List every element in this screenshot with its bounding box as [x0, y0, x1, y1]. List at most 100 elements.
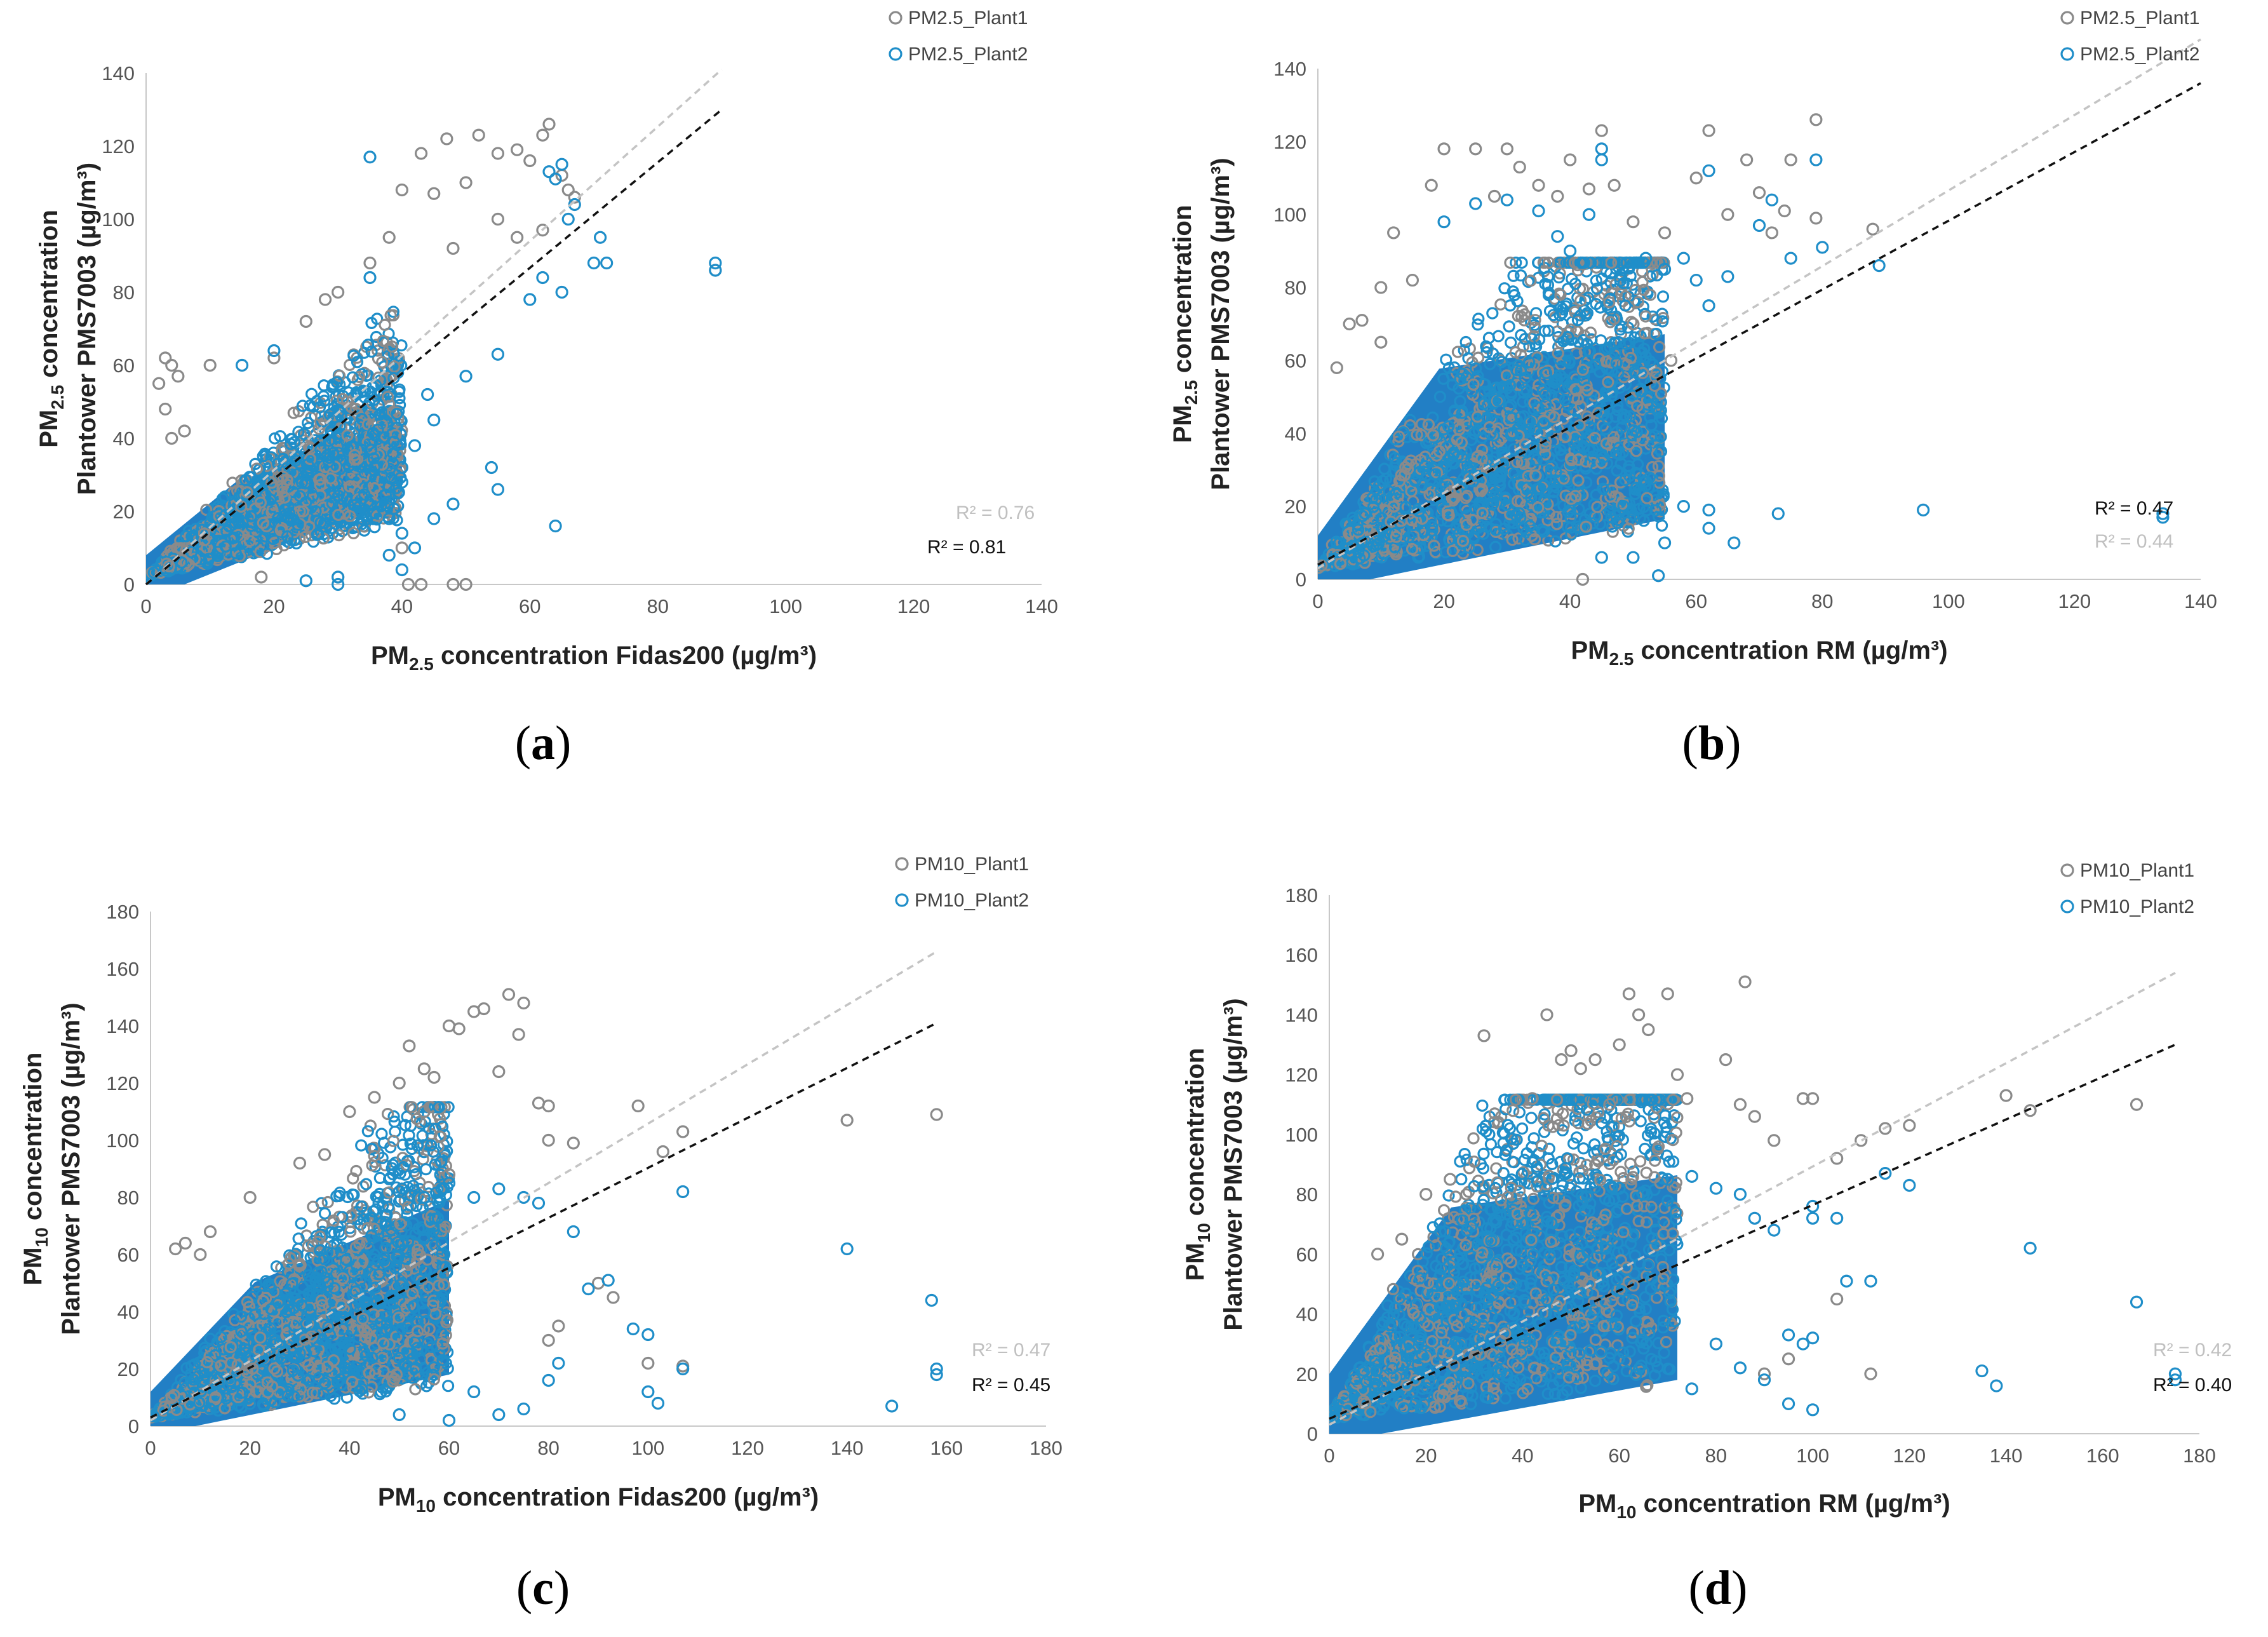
- cloud-point: [198, 527, 211, 540]
- data-point: [1689, 273, 1703, 287]
- data-point: [1677, 500, 1690, 513]
- x-tick-label: 120: [731, 1437, 764, 1459]
- data-point: [1387, 226, 1400, 239]
- cloud-point: [267, 532, 279, 546]
- x-tick-label: 140: [1025, 595, 1058, 617]
- cloud-point: [347, 1172, 359, 1185]
- x-tick-label: 140: [2184, 590, 2217, 612]
- cloud-point: [1581, 307, 1594, 320]
- legend-marker: [2060, 47, 2074, 61]
- y-axis-title-line1: PM2.5 concentration: [35, 210, 67, 448]
- data-point: [395, 563, 408, 577]
- y-tick-label: 60: [113, 354, 135, 377]
- cloud-point: [366, 436, 379, 448]
- data-point: [1564, 153, 1577, 166]
- data-point: [561, 212, 575, 226]
- cloud-point: [1483, 384, 1496, 397]
- cloud-point: [1456, 407, 1468, 419]
- cloud-point: [278, 491, 291, 504]
- cloud-point: [1540, 398, 1552, 411]
- y-tick-label: 160: [106, 958, 139, 980]
- cloud-point: [1654, 445, 1668, 458]
- cloud-point: [1402, 531, 1415, 544]
- cloud-point: [342, 460, 355, 473]
- y-axis-title-line2: Plantower PMS7003 (µg/m³): [73, 163, 101, 495]
- cloud-point: [302, 465, 314, 478]
- cloud-point: [1398, 469, 1411, 482]
- x-tick-label: 60: [438, 1437, 460, 1459]
- cloud-point: [235, 500, 248, 513]
- data-point: [1728, 536, 1741, 549]
- cloud-point: [1564, 511, 1577, 524]
- panel-caption: (b): [1682, 717, 1741, 770]
- cloud-point: [1367, 501, 1380, 513]
- cloud-point: [1447, 447, 1460, 459]
- x-tick-label: 40: [391, 595, 413, 617]
- scatter-cloud: [151, 1101, 455, 1426]
- cloud-point: [359, 1178, 373, 1190]
- cloud-point: [358, 488, 371, 501]
- cloud-point: [1648, 379, 1661, 393]
- data-point: [1627, 215, 1640, 229]
- cloud-point: [260, 548, 273, 560]
- cloud-point: [1565, 492, 1578, 505]
- cloud-point: [1416, 512, 1428, 525]
- cloud-point: [326, 497, 339, 509]
- cloud-point: [1619, 299, 1632, 312]
- cloud-point: [1609, 490, 1621, 503]
- cloud-point: [348, 448, 361, 462]
- data-point: [536, 271, 549, 285]
- data-point: [318, 293, 332, 306]
- cloud-point: [1456, 367, 1469, 380]
- cloud-point: [303, 520, 316, 533]
- cloud-point: [1367, 540, 1379, 553]
- data-point: [427, 414, 441, 427]
- cloud-point: [1448, 404, 1461, 417]
- cloud-point: [350, 1164, 363, 1178]
- cloud-point: [1478, 386, 1491, 398]
- data-point: [299, 574, 312, 588]
- data-point: [459, 577, 473, 591]
- cloud-point: [346, 371, 359, 384]
- cloud-point: [299, 477, 312, 490]
- cloud-point: [393, 383, 406, 396]
- cloud-point: [1532, 501, 1545, 514]
- y-tick-label: 140: [106, 1015, 139, 1037]
- cloud-point: [292, 1232, 305, 1245]
- cloud-point: [1378, 544, 1391, 557]
- cloud-point: [1475, 499, 1488, 512]
- data-point: [1658, 262, 1672, 276]
- data-point: [1740, 153, 1754, 166]
- data-point: [587, 256, 601, 270]
- x-tick-label: 100: [769, 595, 802, 617]
- cloud-point: [1618, 408, 1630, 421]
- x-tick-label: 40: [339, 1437, 360, 1459]
- cloud-point: [1580, 476, 1593, 489]
- cloud-point: [1511, 295, 1524, 307]
- cloud-point: [1426, 524, 1439, 537]
- cloud-point: [365, 479, 378, 492]
- cloud-point: [1462, 524, 1475, 537]
- cloud-point: [1366, 492, 1379, 504]
- cloud-point: [1503, 414, 1515, 427]
- cloud-point: [402, 1201, 415, 1213]
- cloud-point: [1594, 334, 1607, 347]
- cloud-point: [361, 418, 374, 431]
- y-tick-label: 0: [124, 574, 135, 596]
- data-point: [1872, 259, 1886, 273]
- legend-label: PM2.5_Plant1: [908, 8, 1028, 29]
- x-axis-title: PM2.5 concentration RM (µg/m³): [1571, 637, 1947, 669]
- cloud-point: [1588, 431, 1601, 445]
- cloud-point: [1632, 337, 1645, 350]
- panel-caption: (a): [515, 717, 572, 770]
- cloud-point: [1650, 367, 1663, 379]
- cloud-point: [440, 1309, 453, 1322]
- cloud-point: [180, 530, 192, 542]
- data-point: [555, 285, 568, 299]
- cloud-point: [1477, 397, 1490, 410]
- cloud-point: [1538, 525, 1550, 538]
- data-point: [1917, 503, 1930, 516]
- cloud-point: [296, 400, 309, 412]
